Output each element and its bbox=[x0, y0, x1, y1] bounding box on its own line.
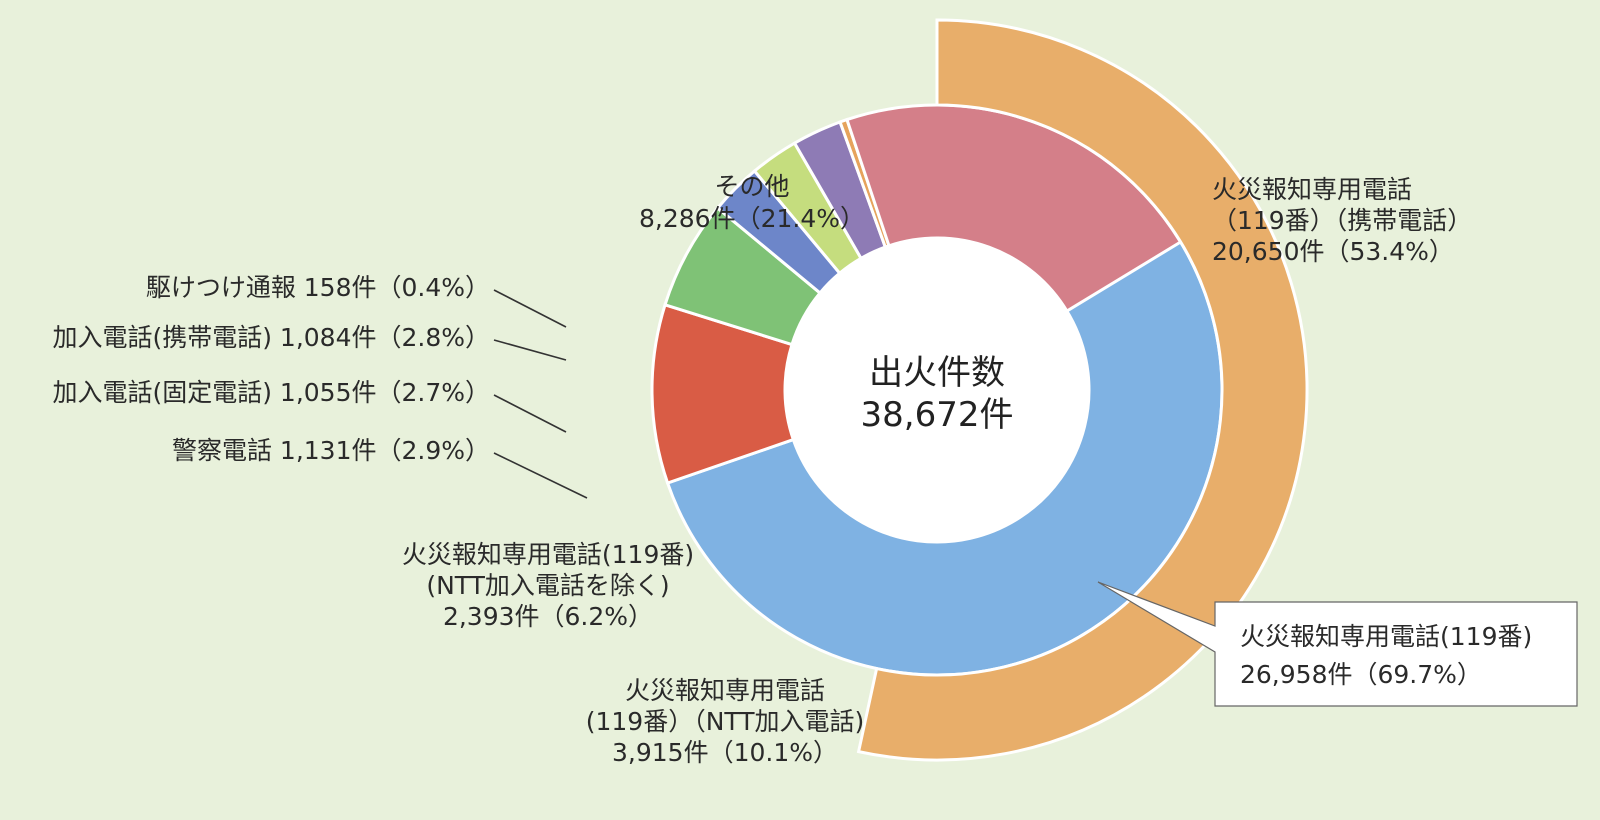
leader-fixed-subscriber bbox=[493, 394, 567, 433]
label-119-mobile-line-1: （119番）（携帯電話） bbox=[1212, 206, 1472, 235]
center-label: 出火件数 38,672件 bbox=[861, 353, 1014, 435]
label-other-line-1: 8,286件（21.4%） bbox=[639, 204, 865, 233]
label-119-ntt: 火災報知専用電話(119番）（NTT加入電話) 3,915件（10.1%） bbox=[586, 676, 865, 767]
label-police: 警察電話 1,131件（2.9%） bbox=[172, 436, 490, 465]
outer-slice-mobile bbox=[856, 18, 1309, 762]
label-dispatch-line-0: 駆けつけ通報 158件（0.4%） bbox=[146, 273, 490, 302]
label-119-mobile-line-0: 火災報知専用電話 bbox=[1212, 175, 1412, 204]
label-119-ntt-line-1: (119番）（NTT加入電話) bbox=[586, 707, 865, 736]
label-119-excl-ntt-line-1: (NTT加入電話を除く) bbox=[426, 571, 669, 600]
label-police-line-0: 警察電話 1,131件（2.9%） bbox=[172, 436, 490, 465]
leader-dispatch bbox=[493, 289, 567, 328]
label-fixed-subscriber-line-0: 加入電話(固定電話) 1,055件（2.7%） bbox=[52, 378, 490, 407]
leader-lines bbox=[493, 289, 1578, 707]
label-mobile-subscriber-line-0: 加入電話(携帯電話) 1,084件（2.8%） bbox=[52, 323, 490, 352]
label-119-mobile: 火災報知専用電話（119番）（携帯電話） 20,650件（53.4%） bbox=[1212, 175, 1472, 266]
label-119-total-line-0: 火災報知専用電話(119番) bbox=[1240, 622, 1532, 651]
center-label-total: 38,672件 bbox=[861, 395, 1014, 435]
donut-hole bbox=[785, 238, 1089, 542]
label-119-total: 火災報知専用電話(119番) 26,958件（69.7%） bbox=[1240, 622, 1532, 689]
label-119-ntt-line-0: 火災報知専用電話 bbox=[625, 676, 825, 705]
label-fixed-subscriber: 加入電話(固定電話) 1,055件（2.7%） bbox=[52, 378, 490, 407]
slice-labels: その他 8,286件（21.4%） 駆けつけ通報 158件（0.4%） 加入電話(携帯… bbox=[52, 172, 1532, 767]
label-119-excl-ntt: 火災報知専用電話(119番) (NTT加入電話を除く) 2,393件（6.2%） bbox=[402, 540, 694, 631]
label-119-excl-ntt-line-0: 火災報知専用電話(119番) bbox=[402, 540, 694, 569]
callout-box bbox=[1097, 581, 1578, 707]
label-other-line-0: その他 bbox=[714, 172, 789, 201]
center-label-title: 出火件数 bbox=[869, 353, 1005, 393]
label-119-total-line-1: 26,958件（69.7%） bbox=[1240, 660, 1482, 689]
label-other: その他 8,286件（21.4%） bbox=[639, 172, 865, 233]
label-119-excl-ntt-line-2: 2,393件（6.2%） bbox=[443, 602, 653, 631]
label-dispatch: 駆けつけ通報 158件（0.4%） bbox=[146, 273, 490, 302]
leader-mobile-subscriber bbox=[493, 339, 567, 361]
label-119-ntt-line-2: 3,915件（10.1%） bbox=[612, 738, 838, 767]
label-mobile-subscriber: 加入電話(携帯電話) 1,084件（2.8%） bbox=[52, 323, 490, 352]
label-119-mobile-line-2: 20,650件（53.4%） bbox=[1212, 237, 1454, 266]
leader-police bbox=[493, 452, 588, 499]
